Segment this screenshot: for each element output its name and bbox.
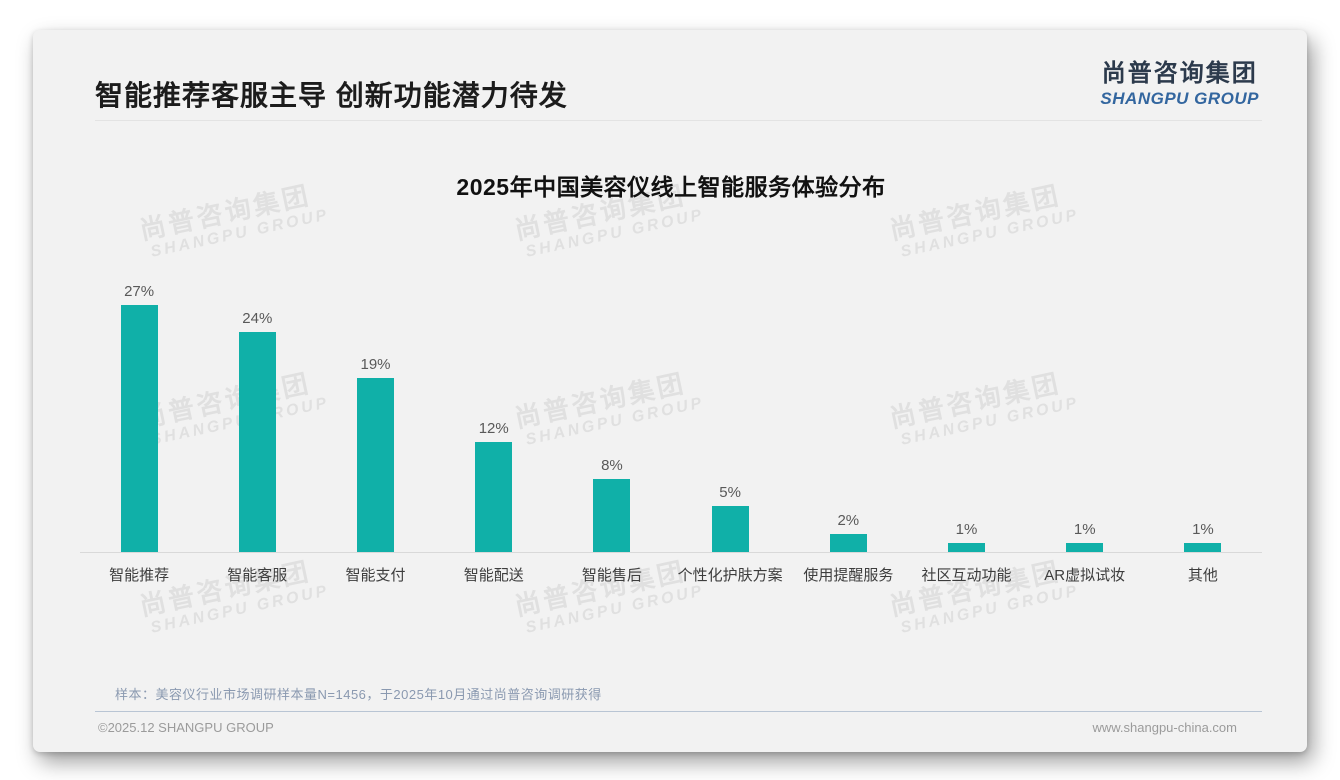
category-label: 智能配送 (463, 567, 524, 584)
category-label: 智能客服 (227, 567, 288, 584)
bar (357, 378, 394, 552)
slide-card: 尚普咨询集团 SHANGPU GROUP 尚普咨询集团 SHANGPU GROUP 尚普… (33, 30, 1307, 752)
bar-value-label: 12% (478, 420, 509, 437)
bar-value-label: 19% (360, 356, 391, 373)
logo-text-en: SHANGPU GROUP (1100, 88, 1259, 108)
bar-value-label: 27% (124, 283, 155, 300)
bar (829, 534, 867, 552)
watermark-text-en: SHANGPU GROUP (524, 581, 706, 637)
bar (948, 543, 986, 552)
bar (1066, 543, 1104, 552)
bar-slot: 8% (553, 457, 671, 552)
bar-value-label: 24% (242, 310, 273, 327)
bar-slot: 1% (1144, 521, 1262, 552)
header-divider (95, 120, 1262, 121)
copyright-text: ©2025.12 SHANGPU GROUP (98, 720, 274, 735)
sample-note: 样本：美容仪行业市场调研样本量N=1456，于2025年10月通过尚普咨询调研获… (115, 687, 602, 702)
category-label: 其他 (1187, 567, 1218, 584)
watermark-text-en: SHANGPU GROUP (149, 581, 331, 637)
bar (238, 332, 276, 552)
category-label: 智能售后 (581, 567, 642, 584)
x-axis-line (80, 552, 1262, 553)
category-label: AR虚拟试妆 (1044, 567, 1126, 584)
category-label: 个性化护肤方案 (677, 567, 783, 584)
bar-slot: 5% (671, 484, 789, 552)
watermark-text-en: SHANGPU GROUP (899, 581, 1081, 637)
bar-value-label: 2% (837, 512, 860, 529)
footer-divider (95, 711, 1262, 712)
bar-slot: 1% (1026, 521, 1144, 552)
bar-slot: 24% (198, 310, 316, 552)
bar-slot: 1% (907, 521, 1025, 552)
shangpu-logo: 尚普咨询集团 SHANGPU GROUP (1100, 60, 1259, 109)
category-labels-row: 智能推荐 智能客服 智能支付 智能配送 智能售后 个性化护肤方案 使用提醒服务 社区互动功能 A… (80, 564, 1262, 585)
bar-value-label: 1% (1192, 521, 1214, 538)
bar (711, 506, 749, 552)
bar (475, 442, 513, 552)
bar (1184, 543, 1222, 552)
category-label: 社区互动功能 (921, 567, 1012, 584)
footer: ©2025.12 SHANGPU GROUP www.shangpu-china… (98, 720, 1237, 735)
logo-text-cn: 尚普咨询集团 (1101, 60, 1258, 87)
bar (593, 479, 631, 552)
bar (120, 305, 158, 552)
bar-slot: 27% (80, 283, 198, 552)
category-label: 智能推荐 (109, 567, 170, 584)
bar-value-label: 1% (955, 521, 978, 538)
bar-slot: 19% (316, 356, 434, 552)
bar-value-label: 8% (601, 457, 623, 474)
bar-value-label: 5% (719, 484, 741, 501)
page-title: 智能推荐客服主导 创新功能潜力待发 (95, 80, 568, 111)
bar-value-label: 1% (1073, 521, 1096, 538)
bar-slot: 2% (789, 512, 907, 552)
bar-slot: 12% (435, 420, 553, 552)
category-label: 使用提醒服务 (803, 567, 894, 584)
chart-title: 2025年中国美容仪线上智能服务体验分布 (456, 174, 886, 200)
bars-container: 27% 24% 19% 12% 8% 5% 2% 1% 1% 1% (80, 232, 1262, 552)
website-url: www.shangpu-china.com (1092, 720, 1237, 735)
category-label: 智能支付 (345, 567, 406, 584)
